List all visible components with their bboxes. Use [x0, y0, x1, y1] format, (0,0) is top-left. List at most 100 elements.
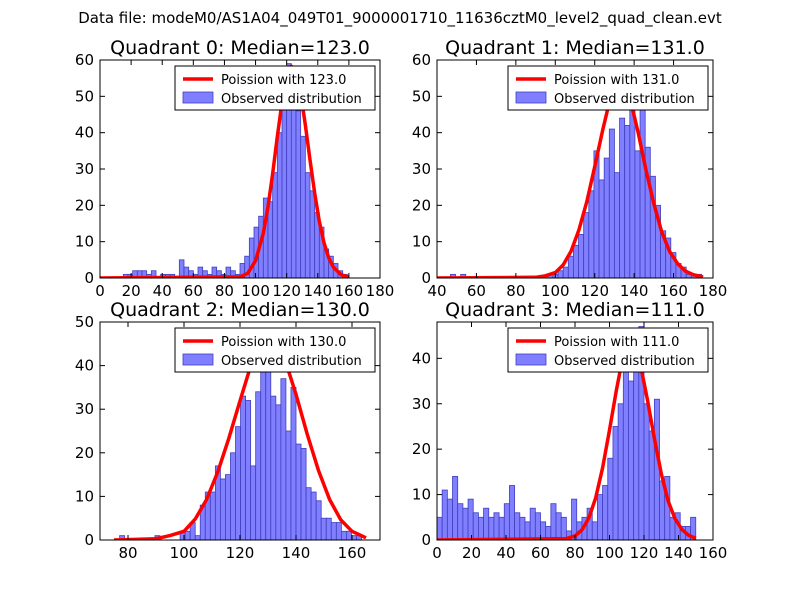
y-tick-label: 60: [412, 51, 431, 69]
histogram-bar: [648, 430, 655, 540]
histogram-bar: [472, 512, 479, 540]
panel-title: Quadrant 2: Median=130.0: [110, 299, 370, 321]
histogram-bar: [270, 395, 277, 540]
histogram-bar: [557, 270, 564, 278]
legend-line-label: Poission with 130.0: [221, 335, 346, 350]
histogram-bar: [340, 530, 347, 540]
legend-bar-label: Observed distribution: [221, 354, 362, 369]
histogram-bar: [619, 117, 626, 278]
histogram-bar: [643, 403, 650, 540]
histogram-bar: [578, 233, 585, 278]
x-tick-label: 100: [595, 544, 624, 562]
y-tick-label: 0: [421, 531, 431, 549]
histogram-bar: [250, 465, 257, 540]
x-tick-label: 100: [541, 282, 570, 300]
y-tick-label: 0: [421, 269, 431, 287]
histogram-bar: [295, 110, 302, 278]
legend-bar-swatch: [515, 91, 547, 104]
histogram-bar: [567, 255, 574, 278]
quadrant-1-panel: 40 60 80 100 120 140 160 180 0 10 20 30 40 50 60 Quadra…: [412, 37, 727, 300]
histogram-bar: [457, 503, 464, 540]
histogram-bar: [441, 489, 448, 540]
histogram-bar: [260, 352, 267, 540]
histogram-bar: [219, 478, 226, 540]
legend-bar-label: Observed distribution: [221, 92, 362, 107]
histogram-bar: [276, 132, 283, 278]
histogram-bar: [452, 476, 459, 540]
histogram-bar: [591, 521, 598, 540]
figure-suptitle: Data file: modeM0/AS1A04_049T01_90000017…: [78, 9, 722, 28]
histogram-bar: [690, 516, 697, 540]
legend-line-label: Poission with 111.0: [554, 335, 679, 350]
histogram-bar: [483, 507, 490, 540]
y-tick-label: 20: [75, 444, 94, 462]
y-tick-label: 60: [75, 51, 94, 69]
panel-title: Quadrant 3: Median=111.0: [445, 299, 705, 321]
legend-line-label: Poission with 131.0: [554, 73, 679, 88]
histogram-bar: [300, 448, 307, 540]
histogram-bar: [628, 380, 635, 540]
legend: Poission with 131.0 Observed distribution: [507, 65, 709, 111]
histogram-bar: [209, 491, 216, 540]
histogram-bar: [235, 426, 241, 540]
y-tick-label: 30: [412, 160, 431, 178]
x-tick-label: 20: [462, 544, 481, 562]
x-tick-label: 20: [122, 282, 141, 300]
quadrant-0-panel: 0 20 40 60 80 100 120 140 160 180 0 10 20 30 40 50 60 Qua…: [75, 37, 394, 300]
histogram-bar: [304, 172, 311, 278]
y-tick-label: 50: [75, 313, 94, 331]
histogram-bar: [315, 500, 322, 540]
histogram-bar: [330, 522, 337, 540]
histogram-bar: [488, 516, 495, 540]
histogram-bar: [309, 190, 316, 278]
histogram-bar: [345, 530, 352, 540]
x-tick-label: 80: [215, 282, 234, 300]
histogram-bar: [305, 487, 312, 540]
quadrant-3-panel: 0 20 40 60 80 100 120 140 160 0 10 20 30 40 Quadrant 3…: [412, 299, 727, 562]
histogram-bar: [607, 457, 614, 540]
histogram-bar: [509, 485, 516, 540]
histogram-bar: [295, 443, 302, 540]
histogram-bar: [598, 179, 605, 278]
histogram-bar: [267, 201, 274, 278]
histogram-bar: [573, 244, 579, 278]
x-tick-label: 180: [366, 282, 395, 300]
histogram-bar: [639, 106, 646, 278]
y-tick-label: 30: [412, 395, 431, 413]
histogram-bar: [583, 212, 590, 278]
y-tick-label: 40: [75, 357, 94, 375]
histogram-bar: [477, 516, 484, 540]
y-tick-label: 10: [412, 233, 431, 251]
x-tick-label: 100: [170, 544, 199, 562]
histogram-bar: [612, 426, 619, 540]
y-tick-label: 50: [412, 87, 431, 105]
y-tick-label: 40: [412, 349, 431, 367]
histogram-bar: [245, 400, 252, 540]
legend: Poission with 130.0 Observed distribution: [174, 327, 376, 373]
x-tick-label: 160: [659, 282, 688, 300]
x-tick-label: 40: [496, 544, 515, 562]
x-tick-label: 120: [226, 544, 255, 562]
histogram-bar: [178, 259, 185, 278]
histogram-bar: [622, 357, 629, 540]
legend-bar-swatch: [515, 353, 547, 366]
x-tick-label: 180: [699, 282, 728, 300]
y-tick-label: 40: [412, 124, 431, 142]
histogram-bar: [634, 150, 641, 278]
histogram-bar: [534, 512, 541, 540]
x-tick-label: 140: [303, 282, 332, 300]
histogram-bar: [280, 378, 287, 540]
histogram-bar: [119, 535, 126, 540]
x-tick-label: 80: [118, 544, 137, 562]
x-tick-label: 100: [241, 282, 270, 300]
histogram-bar: [608, 128, 615, 278]
histogram-bar: [240, 395, 246, 540]
y-tick-label: 40: [75, 124, 94, 142]
y-tick-label: 0: [84, 531, 94, 549]
x-tick-label: 140: [664, 544, 693, 562]
legend-bar-label: Observed distribution: [554, 354, 695, 369]
panels: 0 20 40 60 80 100 120 140 160 1800102030405060Qua…: [75, 37, 727, 562]
y-tick-label: 10: [75, 233, 94, 251]
histogram-bar: [255, 391, 262, 540]
